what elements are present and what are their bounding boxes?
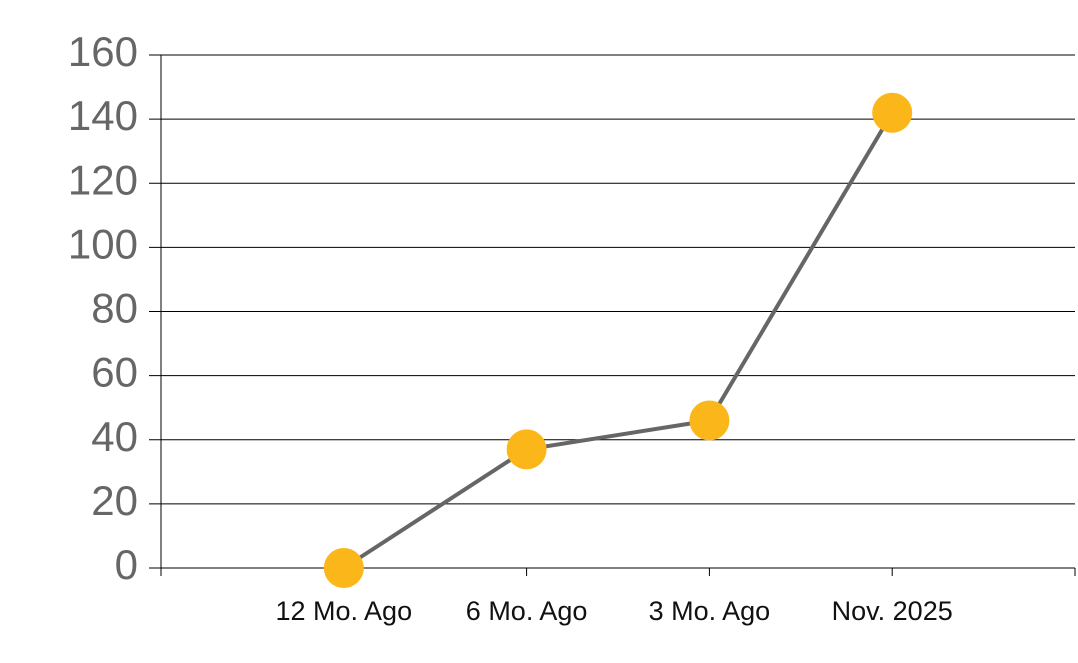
y-tick-label: 60 [91, 349, 138, 396]
y-tick-label: 160 [68, 28, 138, 75]
y-tick-label: 80 [91, 285, 138, 332]
x-tick-label: 12 Mo. Ago [275, 596, 412, 626]
y-tick-label: 40 [91, 413, 138, 460]
y-tick-label: 120 [68, 156, 138, 203]
data-point [872, 92, 913, 133]
y-tick-label: 100 [68, 220, 138, 267]
data-line [342, 111, 894, 570]
y-tick-label: 20 [91, 477, 138, 524]
data-point [689, 400, 730, 441]
x-tick-label: 3 Mo. Ago [649, 596, 771, 626]
data-point [323, 548, 364, 588]
x-tick-label: Nov. 2025 [832, 596, 953, 626]
y-tick-label: 0 [115, 541, 138, 588]
data-point [506, 429, 547, 470]
x-tick-label: 6 Mo. Ago [466, 596, 588, 626]
y-tick-label: 140 [68, 92, 138, 139]
